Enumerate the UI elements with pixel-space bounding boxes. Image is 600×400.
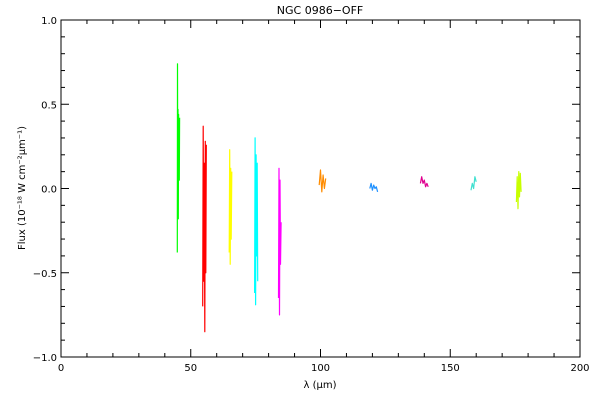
spectrum-series-line <box>369 182 379 193</box>
x-tick-label: 150 <box>441 363 460 374</box>
spectrum-series-line <box>419 176 429 188</box>
spectrum-series-line <box>470 176 477 191</box>
spectrum-series-line <box>176 63 181 253</box>
y-tick-label: 0.0 <box>41 185 57 196</box>
spectrum-series-line <box>202 125 207 333</box>
spectrum-series-line <box>277 167 282 316</box>
spectrum-series-line <box>318 169 327 193</box>
x-tick-label: 200 <box>570 363 589 374</box>
x-axis-label: λ (μm) <box>303 380 336 391</box>
y-tick-label: 1.0 <box>41 16 57 27</box>
spectrum-series-line <box>228 149 233 265</box>
x-tick-label: 50 <box>184 363 197 374</box>
y-tick-label: −1.0 <box>33 353 57 364</box>
x-axis: 0 50 100 150 200 <box>58 20 590 374</box>
spectrum-series-line <box>515 171 522 210</box>
y-tick-label: 0.5 <box>41 100 57 111</box>
series-layer <box>176 63 522 333</box>
x-tick-label: 0 <box>58 363 64 374</box>
chart-title: NGC 0986−OFF <box>277 4 363 17</box>
spectrum-series-line <box>254 137 259 306</box>
y-axis: −1.0 −0.5 0.0 0.5 1.0 <box>33 16 580 364</box>
y-tick-label: −0.5 <box>33 269 57 280</box>
plot-frame <box>60 19 581 358</box>
x-tick-label: 100 <box>311 363 330 374</box>
y-axis-label: Flux (10⁻¹⁸ W cm⁻²μm⁻¹) <box>17 126 28 250</box>
